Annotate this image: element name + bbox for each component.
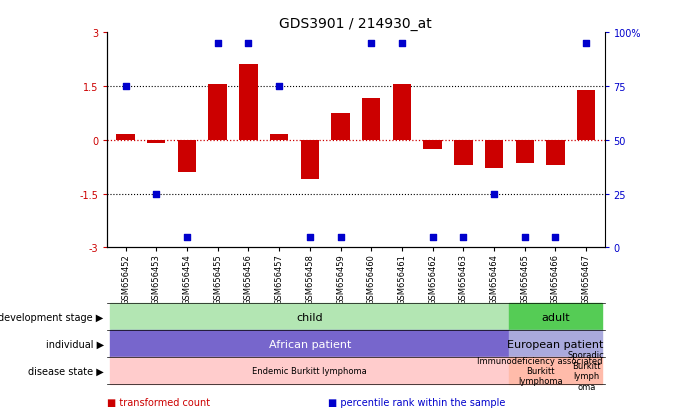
Bar [301, 140, 319, 180]
Text: ■ percentile rank within the sample: ■ percentile rank within the sample [328, 397, 506, 407]
Point [580, 40, 591, 47]
Bar [239, 65, 258, 140]
Point [120, 83, 131, 90]
Point [427, 234, 438, 240]
Text: individual ▶: individual ▶ [46, 339, 104, 349]
Text: European patient: European patient [507, 339, 604, 349]
Text: Immunodeficiency associated
Burkitt
lymphoma: Immunodeficiency associated Burkitt lymp… [477, 356, 603, 385]
Point [519, 234, 530, 240]
Bar [515, 140, 534, 164]
Bar [485, 140, 503, 169]
Bar [270, 135, 288, 140]
Bar [547, 140, 565, 166]
Text: disease state ▶: disease state ▶ [28, 366, 104, 376]
Bar [116, 135, 135, 140]
Point [489, 191, 500, 197]
Bar [331, 114, 350, 140]
Bar [392, 85, 411, 140]
Text: adult: adult [541, 312, 570, 322]
Bar [454, 140, 473, 166]
Text: Endemic Burkitt lymphoma: Endemic Burkitt lymphoma [252, 366, 367, 375]
Point [366, 40, 377, 47]
Bar [178, 140, 196, 173]
Point [182, 234, 193, 240]
Point [212, 40, 223, 47]
Bar [424, 140, 442, 150]
Text: ■ transformed count: ■ transformed count [107, 397, 210, 407]
Title: GDS3901 / 214930_at: GDS3901 / 214930_at [279, 17, 433, 31]
Bar [362, 99, 381, 140]
Point [458, 234, 469, 240]
Point [151, 191, 162, 197]
Bar [147, 140, 165, 144]
Point [304, 234, 315, 240]
Text: African patient: African patient [269, 339, 351, 349]
Point [550, 234, 561, 240]
Text: Sporadic
Burkitt
lymph
oma: Sporadic Burkitt lymph oma [568, 351, 605, 391]
Point [397, 40, 408, 47]
Text: child: child [296, 312, 323, 322]
Point [274, 83, 285, 90]
Point [335, 234, 346, 240]
Bar [577, 90, 596, 140]
Point [243, 40, 254, 47]
Text: development stage ▶: development stage ▶ [0, 312, 104, 322]
Bar [209, 85, 227, 140]
